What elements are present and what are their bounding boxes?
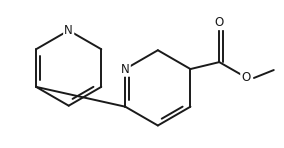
Text: O: O (241, 71, 251, 85)
Text: O: O (215, 16, 224, 29)
Text: N: N (121, 63, 130, 75)
Text: N: N (64, 24, 73, 37)
